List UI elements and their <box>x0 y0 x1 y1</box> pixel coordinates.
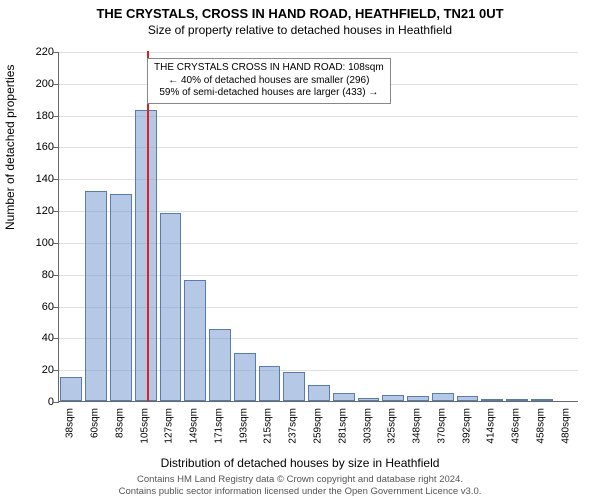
footer-line2: Contains public sector information licen… <box>0 486 600 497</box>
annotation-line2: ← 40% of detached houses are smaller (29… <box>154 75 384 88</box>
y-tick-label: 120 <box>36 205 54 217</box>
x-tick-label: 392sqm <box>461 408 472 444</box>
histogram-bar <box>407 396 429 401</box>
y-tick <box>53 52 59 53</box>
annotation-line1: THE CRYSTALS CROSS IN HAND ROAD: 108sqm <box>154 62 384 75</box>
y-tick <box>53 211 59 212</box>
property-marker-line <box>147 51 149 401</box>
histogram-bar <box>358 398 380 401</box>
histogram-bar <box>481 399 503 401</box>
plot-area: THE CRYSTALS CROSS IN HAND ROAD: 108sqm … <box>58 52 578 402</box>
histogram-bar <box>432 393 454 401</box>
chart-subtitle: Size of property relative to detached ho… <box>0 21 600 37</box>
x-tick-label: 458sqm <box>535 408 546 444</box>
histogram-bar <box>135 110 157 401</box>
histogram-bar <box>234 353 256 401</box>
histogram-bar <box>160 213 182 401</box>
x-tick-label: 370sqm <box>436 408 447 444</box>
x-tick-label: 303sqm <box>362 408 373 444</box>
annotation-line3: 59% of semi-detached houses are larger (… <box>154 87 384 100</box>
histogram-bar <box>382 395 404 401</box>
grid-line <box>59 52 578 53</box>
histogram-bar <box>60 377 82 401</box>
y-tick-label: 220 <box>36 46 54 58</box>
x-tick-label: 436sqm <box>511 408 522 444</box>
histogram-bar <box>531 399 553 401</box>
chart-container: THE CRYSTALS, CROSS IN HAND ROAD, HEATHF… <box>0 0 600 500</box>
y-tick-label: 200 <box>36 78 54 90</box>
chart-title: THE CRYSTALS, CROSS IN HAND ROAD, HEATHF… <box>0 0 600 21</box>
x-tick-label: 193sqm <box>238 408 249 444</box>
histogram-bar <box>283 372 305 401</box>
y-tick <box>53 370 59 371</box>
x-axis-title: Distribution of detached houses by size … <box>0 456 600 470</box>
annotation-box: THE CRYSTALS CROSS IN HAND ROAD: 108sqm … <box>147 58 391 104</box>
y-tick-label: 140 <box>36 173 54 185</box>
histogram-bar <box>85 191 107 401</box>
x-tick-label: 149sqm <box>189 408 200 444</box>
x-tick-label: 414sqm <box>486 408 497 444</box>
y-axis-title: Number of detached properties <box>3 65 17 230</box>
x-tick-label: 38sqm <box>65 408 76 438</box>
y-tick <box>53 84 59 85</box>
y-tick <box>53 179 59 180</box>
x-tick-label: 259sqm <box>313 408 324 444</box>
y-tick <box>53 243 59 244</box>
histogram-bar <box>506 399 528 401</box>
histogram-bar <box>308 385 330 401</box>
y-tick <box>53 307 59 308</box>
y-tick <box>53 402 59 403</box>
histogram-bar <box>457 396 479 401</box>
x-tick-label: 480sqm <box>560 408 571 444</box>
x-tick-label: 83sqm <box>114 408 125 438</box>
x-tick-label: 237sqm <box>288 408 299 444</box>
histogram-bar <box>259 366 281 401</box>
footer-text: Contains HM Land Registry data © Crown c… <box>0 474 600 497</box>
y-tick-label: 160 <box>36 141 54 153</box>
y-tick-label: 100 <box>36 237 54 249</box>
y-tick <box>53 147 59 148</box>
x-tick-label: 348sqm <box>412 408 423 444</box>
x-tick-label: 60sqm <box>90 408 101 438</box>
x-tick-label: 105sqm <box>139 408 150 444</box>
x-tick-label: 215sqm <box>263 408 274 444</box>
y-tick-label: 180 <box>36 110 54 122</box>
x-tick-label: 171sqm <box>213 408 224 444</box>
y-tick <box>53 275 59 276</box>
histogram-bar <box>333 393 355 401</box>
y-tick <box>53 116 59 117</box>
x-tick-label: 281sqm <box>337 408 348 444</box>
histogram-bar <box>110 194 132 401</box>
histogram-bar <box>209 329 231 401</box>
x-tick-label: 127sqm <box>164 408 175 444</box>
histogram-bar <box>184 280 206 401</box>
footer-line1: Contains HM Land Registry data © Crown c… <box>0 474 600 485</box>
y-tick <box>53 338 59 339</box>
x-tick-label: 325sqm <box>387 408 398 444</box>
